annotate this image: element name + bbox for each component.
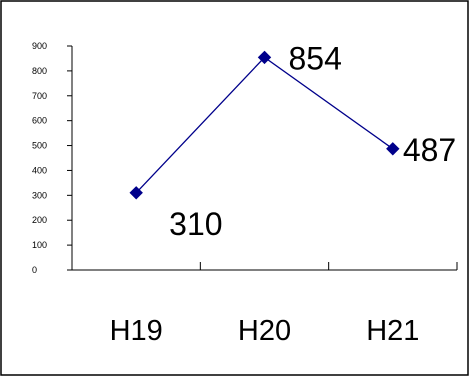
y-tick-label: 500 (32, 141, 47, 151)
y-tick-label: 700 (32, 91, 47, 101)
data-point-marker (386, 142, 400, 156)
y-tick-label: 400 (32, 165, 47, 175)
x-tick-label: H19 (110, 315, 163, 347)
data-point-marker (129, 186, 143, 200)
data-point-marker (257, 50, 272, 65)
y-axis-ticks: 0 100 200 300 400 500 600 700 800 900 (32, 41, 72, 275)
x-tick-label: H21 (366, 315, 419, 347)
y-tick-label: 600 (32, 116, 47, 126)
series-layer (129, 50, 400, 200)
x-tick-label: H20 (238, 315, 291, 347)
y-tick-label: 900 (32, 41, 47, 51)
y-tick-label: 300 (32, 190, 47, 200)
y-tick-label: 800 (32, 66, 47, 76)
data-label: 487 (403, 132, 456, 168)
data-label: 854 (289, 40, 342, 76)
y-tick-label: 0 (32, 265, 37, 275)
data-label: 310 (169, 206, 222, 242)
y-tick-label: 100 (32, 240, 47, 250)
y-tick-label: 200 (32, 215, 47, 225)
x-axis-ticks: H19 H20 H21 (110, 262, 458, 347)
data-labels: 310 854 487 (169, 40, 456, 241)
